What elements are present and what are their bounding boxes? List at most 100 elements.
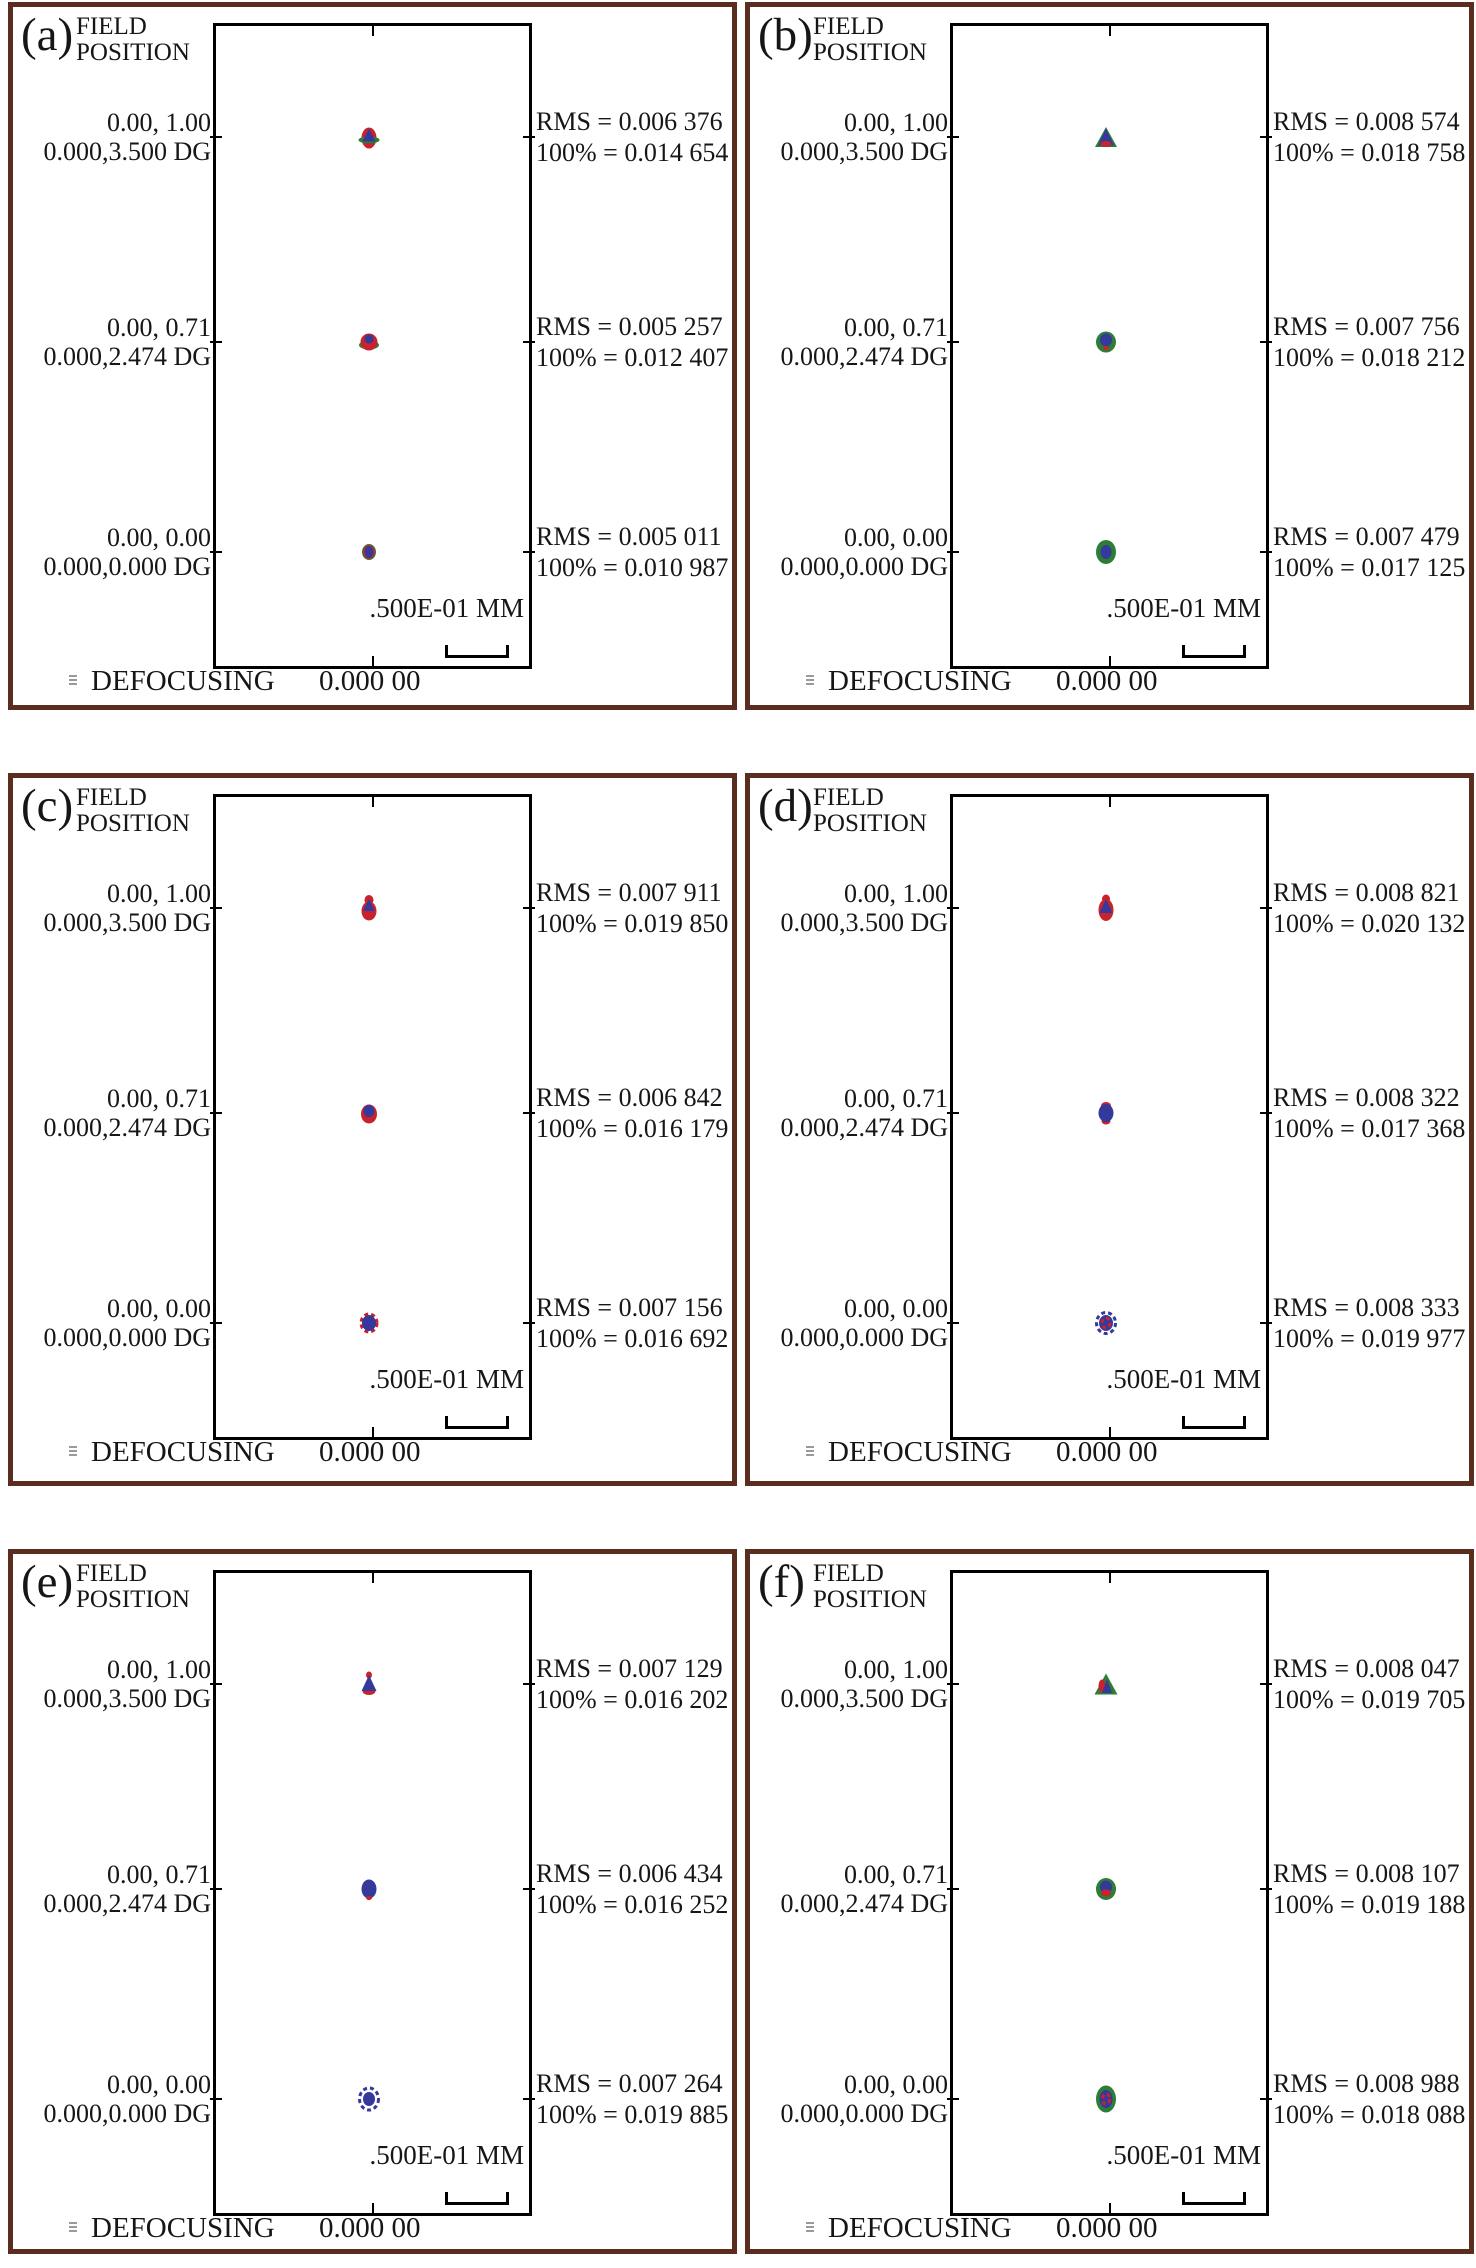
field-position-label: 0.00, 0.00 0.000,0.000 DG xyxy=(43,523,211,581)
panel-index-label: (d) xyxy=(758,780,813,832)
tick-mark-left xyxy=(947,2098,959,2100)
tick-mark-top xyxy=(371,796,374,807)
scale-bar-right-cap xyxy=(506,1416,509,1428)
field-header-line2: POSITION xyxy=(76,810,190,837)
field-position-label: 0.00, 0.00 0.000,0.000 DG xyxy=(43,2070,211,2128)
defocus-row: DEFOCUSING 0.000 00 xyxy=(13,1436,732,1474)
defocus-row: DEFOCUSING 0.000 00 xyxy=(13,2212,732,2250)
tick-mark-right xyxy=(1260,2098,1272,2100)
rms-value: RMS = 0.008 333 xyxy=(1273,1293,1460,1322)
scale-bar-right-cap xyxy=(506,2192,509,2204)
spot-layer-red xyxy=(1101,1889,1111,1897)
field-position-header: FIELD POSITION xyxy=(813,1561,927,1613)
scale-bar xyxy=(445,644,509,658)
tick-mark-right xyxy=(1260,1322,1272,1324)
spot-cluster xyxy=(1098,894,1114,921)
field-angle-coords: 0.000,0.000 DG xyxy=(780,552,948,581)
field-header-line1: FIELD xyxy=(76,784,147,811)
defocusing-value: 0.000 00 xyxy=(1056,665,1158,697)
tick-mark-top xyxy=(1108,796,1111,807)
field-norm-coords: 0.00, 0.00 xyxy=(107,1294,211,1323)
full-energy-value: 100% = 0.017 368 xyxy=(1273,1114,1466,1143)
spot-plot-box: .500E-01 MM xyxy=(210,1570,535,2216)
spot-layer-blue xyxy=(1100,545,1112,559)
spot-plot-box: .500E-01 MM xyxy=(947,1570,1272,2216)
wavelength-legend-marks xyxy=(69,2222,77,2232)
spot-cluster xyxy=(358,2086,380,2112)
field-position-label: 0.00, 0.71 0.000,2.474 DG xyxy=(43,313,211,371)
spot-layer-blue xyxy=(364,546,374,558)
rms-stats-label: RMS = 0.005 011 100% = 0.010 987 xyxy=(536,521,728,583)
tick-mark-right xyxy=(523,341,535,343)
full-energy-value: 100% = 0.019 188 xyxy=(1273,1890,1466,1919)
rms-value: RMS = 0.007 911 xyxy=(536,878,722,907)
field-position-header: FIELD POSITION xyxy=(76,1561,190,1613)
rms-stats-label: RMS = 0.008 322 100% = 0.017 368 xyxy=(1273,1082,1465,1144)
wavelength-legend-marks xyxy=(806,1446,814,1456)
scale-bar-right-cap xyxy=(1243,1416,1246,1428)
rms-value: RMS = 0.007 479 xyxy=(1273,522,1460,551)
full-energy-value: 100% = 0.012 407 xyxy=(536,343,729,372)
field-header-line2: POSITION xyxy=(76,39,190,66)
defocusing-value: 0.000 00 xyxy=(1056,1436,1158,1468)
tick-mark-left xyxy=(210,341,222,343)
full-energy-value: 100% = 0.016 252 xyxy=(536,1890,729,1919)
full-energy-value: 100% = 0.019 977 xyxy=(1273,1324,1466,1353)
field-header-line1: FIELD xyxy=(813,13,884,40)
rms-stats-label: RMS = 0.007 911 100% = 0.019 850 xyxy=(536,877,728,939)
scale-bar-label: .500E-01 MM xyxy=(1106,1364,1262,1394)
tick-mark-bottom xyxy=(371,1427,374,1438)
field-position-label: 0.00, 0.71 0.000,2.474 DG xyxy=(780,1860,948,1918)
field-position-label: 0.00, 1.00 0.000,3.500 DG xyxy=(780,879,948,937)
field-position-header: FIELD POSITION xyxy=(813,785,927,837)
wavelength-legend-marks xyxy=(69,675,77,685)
field-angle-coords: 0.000,0.000 DG xyxy=(43,552,211,581)
field-position-label: 0.00, 1.00 0.000,3.500 DG xyxy=(43,879,211,937)
field-norm-coords: 0.00, 1.00 xyxy=(844,108,948,137)
field-angle-coords: 0.000,0.000 DG xyxy=(780,2099,948,2128)
tick-mark-right xyxy=(523,1112,535,1114)
tick-mark-top xyxy=(371,25,374,36)
spot-layer-blue xyxy=(362,128,376,142)
spot-cluster xyxy=(362,544,376,560)
field-norm-coords: 0.00, 1.00 xyxy=(844,879,948,908)
spot-plot-box: .500E-01 MM xyxy=(210,794,535,1440)
tick-mark-top xyxy=(371,1572,374,1583)
spot-layer-red xyxy=(366,1896,372,1900)
field-position-header: FIELD POSITION xyxy=(813,14,927,66)
spot-cluster xyxy=(1095,127,1117,147)
field-norm-coords: 0.00, 0.71 xyxy=(107,1084,211,1113)
field-header-line1: FIELD xyxy=(76,1560,147,1587)
field-header-line1: FIELD xyxy=(813,784,884,811)
defocusing-label: DEFOCUSING xyxy=(91,665,275,697)
scale-bar-label: .500E-01 MM xyxy=(369,2140,525,2170)
spot-cluster xyxy=(1096,540,1116,564)
field-norm-coords: 0.00, 0.00 xyxy=(107,523,211,552)
tick-mark-right xyxy=(1260,341,1272,343)
field-position-label: 0.00, 0.00 0.000,0.000 DG xyxy=(780,1294,948,1352)
tick-mark-right xyxy=(523,2098,535,2100)
spot-diagram-panel: (f) FIELD POSITION .500E-01 MM DEFOCUSIN… xyxy=(745,1549,1474,2254)
rms-stats-label: RMS = 0.008 988 100% = 0.018 088 xyxy=(1273,2068,1465,2130)
field-norm-coords: 0.00, 0.71 xyxy=(107,1860,211,1889)
rms-stats-label: RMS = 0.008 333 100% = 0.019 977 xyxy=(1273,1292,1465,1354)
full-energy-value: 100% = 0.016 202 xyxy=(536,1685,729,1714)
spot-layer-blue xyxy=(363,1105,375,1117)
field-header-line2: POSITION xyxy=(813,1586,927,1613)
rms-value: RMS = 0.007 264 xyxy=(536,2069,723,2098)
rms-value: RMS = 0.008 322 xyxy=(1273,1083,1460,1112)
field-position-label: 0.00, 0.00 0.000,0.000 DG xyxy=(780,2070,948,2128)
field-position-header: FIELD POSITION xyxy=(76,785,190,837)
tick-mark-right xyxy=(1260,1112,1272,1114)
rms-stats-label: RMS = 0.008 107 100% = 0.019 188 xyxy=(1273,1858,1465,1920)
field-norm-coords: 0.00, 1.00 xyxy=(844,1655,948,1684)
defocusing-value: 0.000 00 xyxy=(1056,2212,1158,2244)
tick-mark-bottom xyxy=(371,656,374,667)
field-position-label: 0.00, 0.71 0.000,2.474 DG xyxy=(43,1860,211,1918)
tick-mark-left xyxy=(947,551,959,553)
spot-diagram-panel: (c) FIELD POSITION .500E-01 MM DEFOCUSIN… xyxy=(8,773,737,1486)
spot-cluster xyxy=(361,895,377,921)
scale-bar-label: .500E-01 MM xyxy=(369,593,525,623)
defocusing-value: 0.000 00 xyxy=(319,2212,421,2244)
